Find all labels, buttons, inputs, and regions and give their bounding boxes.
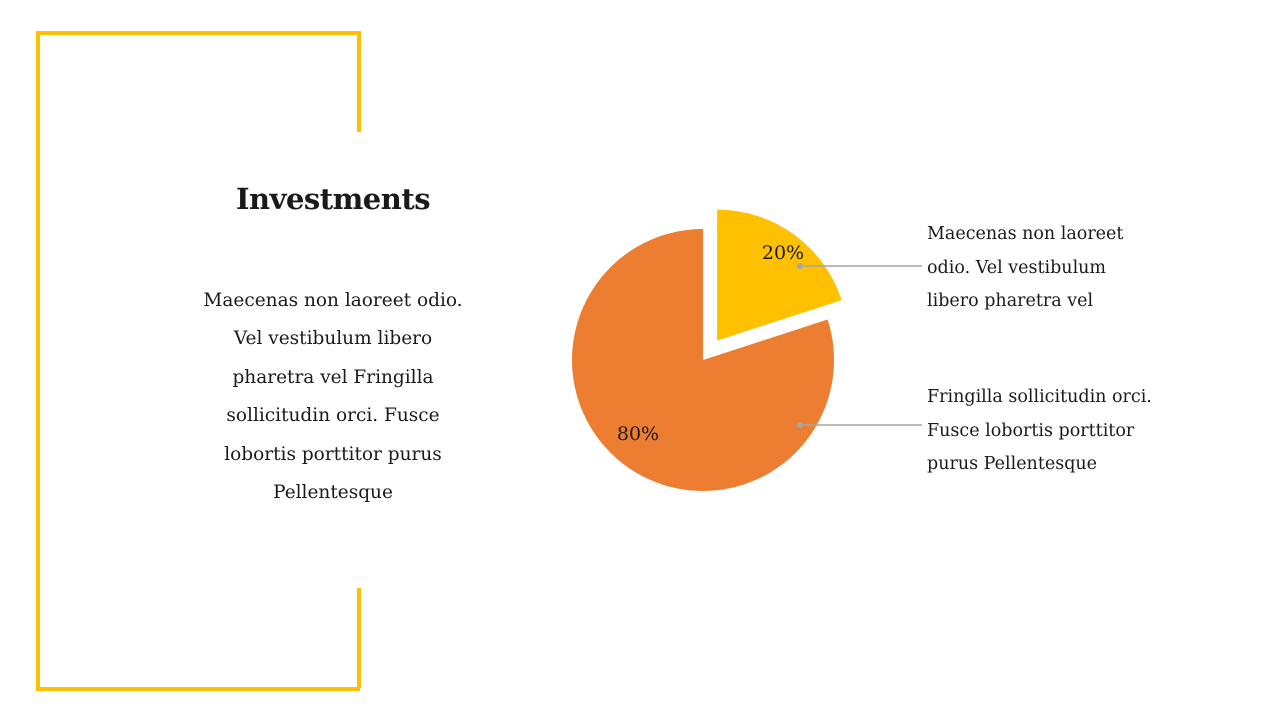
- pie-slice: [717, 209, 842, 341]
- pie-slices: [571, 209, 842, 491]
- body-line: Maecenas non laoreet odio.: [203, 290, 463, 311]
- body-line: Vel vestibulum libero: [233, 328, 433, 350]
- body-text: Maecenas non laoreet odio. Vel vestibulu…: [186, 282, 480, 512]
- callout-line: Maecenas non laoreet: [927, 224, 1124, 244]
- leader-dot: [797, 422, 803, 428]
- callout-line: Fusce lobortis porttitor: [927, 420, 1135, 441]
- callout-slice-2: Fringilla sollicitudin orci. Fusce lobor…: [927, 381, 1167, 482]
- body-line: sollicitudin orci. Fusce: [226, 405, 440, 427]
- callout-line: purus Pellentesque: [927, 454, 1098, 474]
- body-line: Pellentesque: [273, 482, 393, 504]
- bracket-frame: [36, 31, 360, 691]
- page-title: Investments: [235, 182, 431, 216]
- pie-data-label: 20%: [762, 242, 804, 264]
- body-line: lobortis porttitor purus: [224, 443, 442, 465]
- callout-line: odio. Vel vestibulum: [927, 257, 1107, 278]
- bracket-frame-right-bottom: [357, 588, 361, 688]
- pie-data-labels: 20% 80%: [617, 242, 804, 445]
- pie-data-label: 80%: [617, 423, 659, 445]
- callout-slice-1: Maecenas non laoreet odio. Vel vestibulu…: [927, 218, 1167, 319]
- bracket-frame-right-top: [357, 31, 361, 132]
- pie-leader-lines: [797, 263, 922, 428]
- callout-line: Fringilla sollicitudin orci.: [927, 387, 1152, 407]
- pie-slice: [571, 229, 834, 491]
- body-line: pharetra vel Fringilla: [232, 366, 434, 388]
- callout-line: libero pharetra vel: [927, 291, 1094, 311]
- leader-dot: [797, 263, 803, 269]
